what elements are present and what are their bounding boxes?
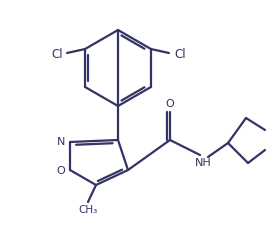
Text: CH₃: CH₃: [78, 205, 98, 215]
Text: Cl: Cl: [174, 48, 186, 61]
Text: O: O: [166, 99, 174, 109]
Text: Cl: Cl: [51, 48, 63, 61]
Text: NH: NH: [195, 158, 211, 168]
Text: O: O: [57, 166, 65, 176]
Text: N: N: [57, 137, 65, 147]
